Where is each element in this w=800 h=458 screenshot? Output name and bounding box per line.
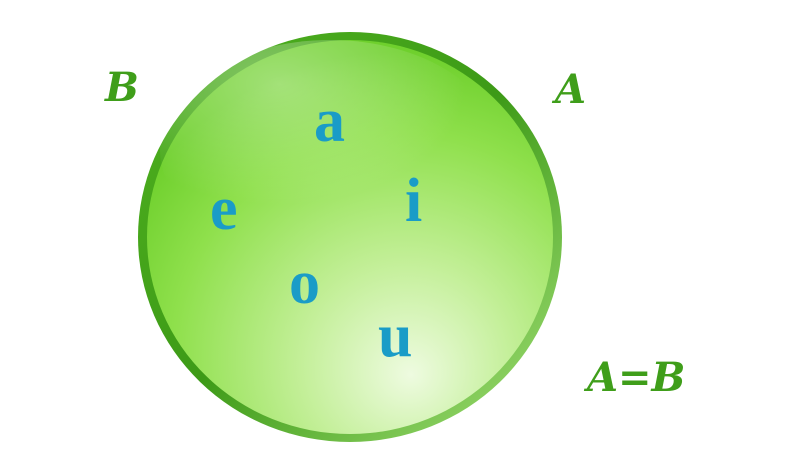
vowel-a: a (314, 87, 345, 155)
vowel-i: i (405, 167, 423, 235)
set-circle-gloss (160, 40, 500, 260)
set-label-b: B (105, 64, 139, 111)
equality-label: A=B (587, 354, 686, 401)
vowel-e: e (210, 175, 238, 243)
vowel-o: o (289, 249, 320, 317)
set-label-a: A (555, 66, 587, 113)
vowel-u: u (378, 302, 413, 370)
